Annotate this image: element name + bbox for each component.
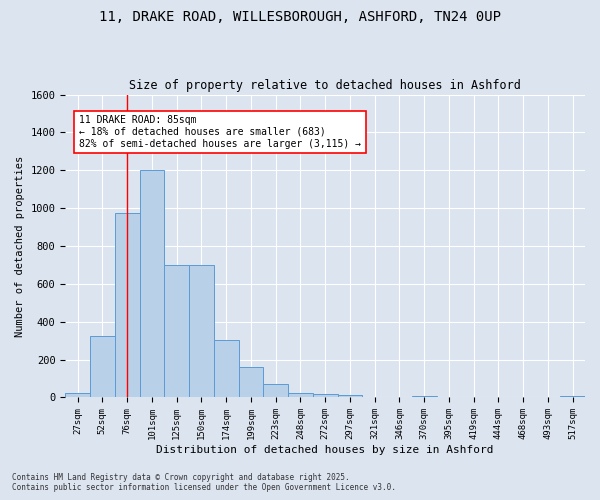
Y-axis label: Number of detached properties: Number of detached properties: [15, 156, 25, 336]
Bar: [140, 170, 164, 398]
Title: Size of property relative to detached houses in Ashford: Size of property relative to detached ho…: [129, 79, 521, 92]
Bar: [560, 396, 585, 398]
X-axis label: Distribution of detached houses by size in Ashford: Distribution of detached houses by size …: [157, 445, 494, 455]
Bar: [65, 392, 90, 398]
Bar: [164, 265, 189, 398]
Bar: [338, 394, 362, 398]
Bar: [412, 396, 437, 398]
Bar: [239, 367, 263, 398]
Bar: [90, 336, 115, 398]
Bar: [189, 265, 214, 398]
Text: 11, DRAKE ROAD, WILLESBOROUGH, ASHFORD, TN24 0UP: 11, DRAKE ROAD, WILLESBOROUGH, ASHFORD, …: [99, 10, 501, 24]
Bar: [263, 384, 288, 398]
Bar: [288, 392, 313, 398]
Bar: [214, 340, 239, 398]
Text: Contains HM Land Registry data © Crown copyright and database right 2025.
Contai: Contains HM Land Registry data © Crown c…: [12, 473, 396, 492]
Text: 11 DRAKE ROAD: 85sqm
← 18% of detached houses are smaller (683)
82% of semi-deta: 11 DRAKE ROAD: 85sqm ← 18% of detached h…: [79, 116, 361, 148]
Bar: [115, 213, 140, 398]
Bar: [313, 394, 338, 398]
